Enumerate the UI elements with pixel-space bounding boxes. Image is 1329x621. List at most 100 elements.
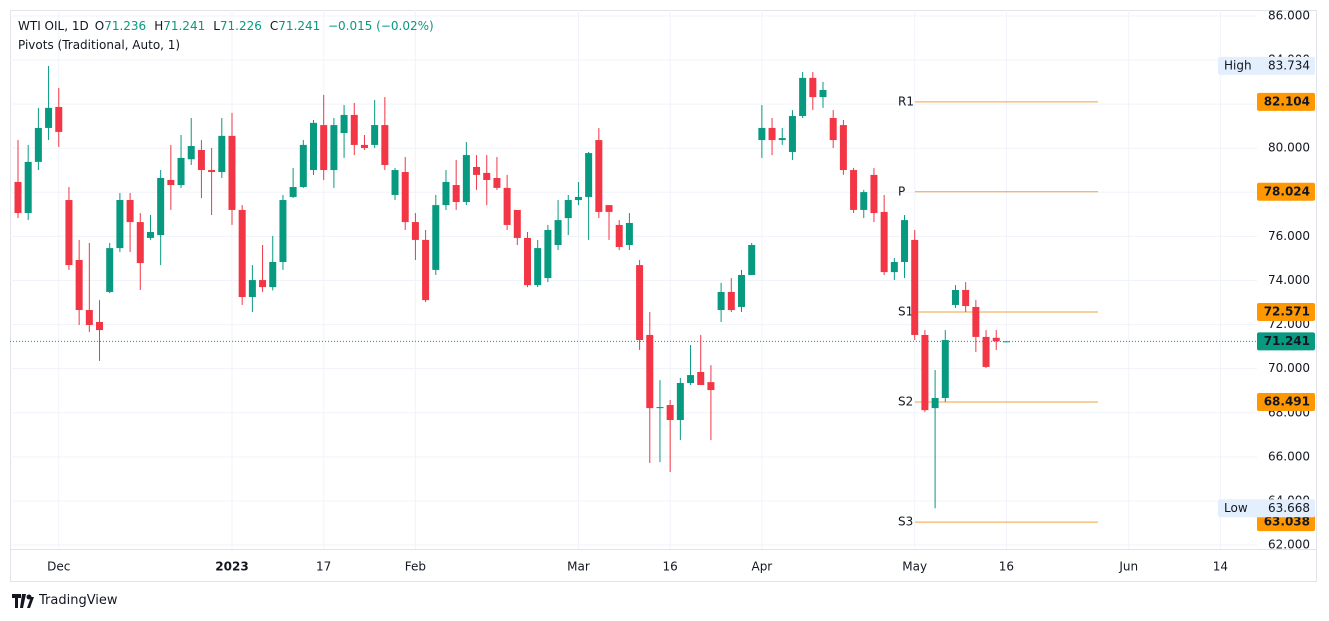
x-tick-label: 2023 [215, 560, 248, 574]
candle-body [860, 192, 868, 210]
indicator-line: Pivots (Traditional, Auto, 1) [18, 38, 180, 52]
candle-body [136, 222, 144, 264]
candle-body [809, 77, 817, 98]
candle-body [85, 310, 93, 326]
candle-body [34, 127, 42, 162]
candle-body [218, 135, 226, 173]
candle-body [962, 289, 970, 307]
x-tick-label: 17 [316, 560, 331, 574]
x-tick-label: Jun [1118, 560, 1138, 574]
candle-body [574, 196, 582, 201]
candle-body [157, 177, 165, 236]
candle-body [901, 220, 909, 262]
extreme-label: Low [1224, 501, 1248, 515]
price-badge-label: 71.241 [1264, 334, 1310, 348]
x-tick-label: 16 [663, 560, 678, 574]
pivots: R1 P S1 S2 S3 [10, 94, 1257, 529]
price-badge-label: 78.024 [1264, 184, 1310, 198]
candle-body [737, 274, 745, 307]
ohlc-value: 71.241 [163, 19, 206, 33]
y-tick-label: 74.000 [1268, 273, 1310, 287]
candle-body [116, 200, 124, 249]
ohlc-value: 71.236 [104, 19, 147, 33]
candle-body [177, 157, 185, 186]
candle-body [636, 265, 644, 341]
candle-body [788, 116, 796, 152]
change: −0.015 (−0.02%) [327, 19, 434, 33]
candle-body [75, 259, 83, 311]
candle-body [401, 172, 409, 223]
price-badge [1257, 182, 1315, 201]
candle-body [829, 118, 837, 141]
candle-body [146, 231, 154, 238]
candle-body [462, 155, 470, 203]
candle-body [595, 140, 603, 212]
x-tick-label: 14 [1213, 560, 1228, 574]
y-tick-label: 80.000 [1268, 141, 1310, 155]
candle-body [452, 185, 460, 203]
ohlc-key: O [94, 19, 105, 33]
candle-body [422, 239, 430, 301]
extreme-value: 83.734 [1268, 58, 1310, 72]
candle-body [208, 170, 216, 173]
candle-body [350, 114, 358, 145]
price-badge-label: 82.104 [1264, 94, 1310, 108]
pivot-label: R1 [898, 94, 914, 108]
header-line: WTI OIL, 1D O71.236 H71.241 L71.226 C71.241 … [18, 19, 434, 33]
x-tick-label: 16 [999, 560, 1014, 574]
candle-body [880, 211, 888, 273]
extreme-label: High [1224, 58, 1252, 72]
candle-body [55, 106, 63, 132]
ohlc-value: 71.241 [278, 19, 321, 33]
candle-body [778, 138, 786, 141]
price-badge [1257, 513, 1315, 532]
candle-body [248, 280, 256, 298]
extreme-badge [1218, 56, 1315, 75]
candle-body [646, 334, 654, 409]
candle-body [228, 135, 236, 210]
candle-body [289, 187, 297, 197]
candle-body [411, 222, 419, 240]
candle-body [666, 405, 674, 421]
candle-body [330, 125, 338, 171]
price-badge [1257, 302, 1315, 321]
candle-body [126, 200, 134, 223]
candle-body [167, 179, 175, 186]
candle-body [992, 337, 1000, 342]
candle-body [727, 291, 735, 311]
chart-frame [10, 10, 1317, 582]
candle-body [493, 177, 501, 188]
candle-body [269, 261, 277, 288]
candle-body [45, 107, 53, 128]
candle-body [605, 205, 613, 212]
candle-body [676, 383, 684, 421]
candle-body [197, 149, 205, 171]
candle-body [870, 174, 878, 214]
candle-body [14, 181, 22, 214]
candle-body [799, 77, 807, 117]
extreme-value: 63.668 [1268, 501, 1310, 515]
candle-body [625, 222, 633, 245]
candle-body [473, 166, 481, 175]
candle-body [850, 170, 858, 210]
candle-body [748, 244, 756, 275]
candle-body [1002, 341, 1010, 343]
candle-body [921, 334, 929, 411]
candle-body [554, 220, 562, 245]
x-tick-label: May [902, 560, 927, 574]
y-tick-label: 62.000 [1268, 538, 1310, 552]
candle-body [839, 125, 847, 171]
ohlc-key: C [269, 19, 279, 33]
candle-body [717, 291, 725, 311]
candle-body [340, 114, 348, 134]
y-tick-label: 86.000 [1268, 8, 1310, 22]
symbol: WTI OIL, 1D [18, 19, 89, 33]
candle-body [503, 187, 511, 225]
candle-body [534, 248, 542, 286]
candle-body [299, 144, 307, 188]
candle-body [931, 397, 939, 409]
pivot-label: S1 [898, 304, 913, 318]
candle-body [310, 122, 318, 171]
